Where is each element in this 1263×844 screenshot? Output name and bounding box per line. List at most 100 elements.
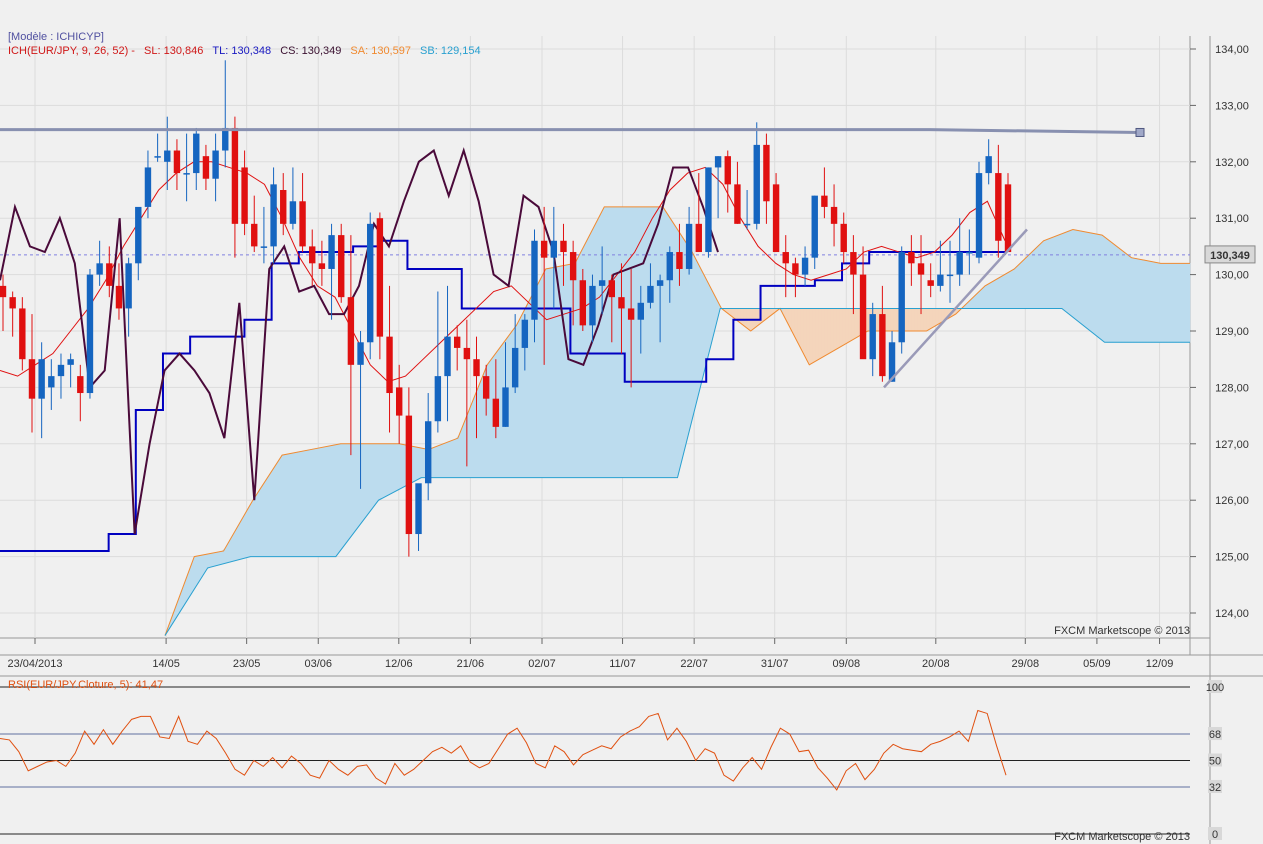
rsi-panel[interactable]: 100 68 50 32 0 <box>0 680 1224 841</box>
candle-bullish <box>434 376 442 422</box>
cloud-slice <box>326 445 331 557</box>
cloud-slice <box>875 308 880 332</box>
candle-bullish <box>183 173 190 175</box>
cloud-slice <box>1112 242 1117 343</box>
candle-bullish <box>656 280 664 286</box>
cloud-slice <box>413 446 418 482</box>
candle-bearish <box>840 223 847 253</box>
candle-bullish <box>705 167 712 253</box>
x-tick-label: 21/06 <box>457 658 485 670</box>
cloud-slice <box>1016 262 1021 309</box>
cloud-slice <box>446 440 451 478</box>
candle-bullish <box>637 302 644 320</box>
cloud-slice <box>1172 263 1177 343</box>
candle-bullish <box>531 240 538 320</box>
cloud-slice <box>680 233 685 464</box>
candle-bullish <box>260 246 268 248</box>
cloud-slice <box>452 438 457 478</box>
candle-bearish <box>19 308 26 360</box>
x-tick-label: 23/04/2013 <box>7 658 62 670</box>
cloud-slice <box>545 267 550 478</box>
cloud-slice <box>1136 258 1141 343</box>
cloud-slice <box>836 308 841 350</box>
candle-bullish <box>444 336 451 377</box>
price-axis[interactable]: 134,00 133,00 132,00 131,00 130,00 129,00 128,… <box>1190 44 1256 620</box>
rsi-tick-box <box>1208 727 1222 741</box>
candle-bullish <box>985 156 992 174</box>
cloud-slice <box>1007 270 1012 309</box>
cloud-slice <box>824 308 829 357</box>
candle-bullish <box>801 257 809 275</box>
candle-bearish <box>540 240 548 258</box>
candlesticks <box>0 60 1012 557</box>
watermark-rsi: FXCM Marketscope © 2013 <box>1054 831 1190 843</box>
cloud-slice <box>1103 235 1108 343</box>
cloud-slice <box>479 375 484 478</box>
cloud-slice <box>704 276 709 369</box>
x-tick-label: 12/06 <box>385 658 413 670</box>
cloud-slice <box>1052 235 1057 309</box>
candle-bearish <box>492 398 500 427</box>
cloud-slice <box>626 206 631 478</box>
cloud-slice <box>1073 229 1078 322</box>
candle-bullish <box>154 156 161 158</box>
cloud-slice <box>605 206 610 478</box>
rsi-tick-label: 68 <box>1209 729 1221 741</box>
cloud-slice <box>488 357 493 478</box>
cloud-slice <box>356 443 361 530</box>
cloud-slice <box>848 308 853 343</box>
cloud-slice <box>1184 263 1189 343</box>
candle-bearish <box>695 223 702 253</box>
cloud-slice <box>335 443 340 558</box>
candle-bullish <box>550 240 558 258</box>
candle-bullish <box>975 173 983 258</box>
cloud-slice <box>1115 245 1120 343</box>
cloud-slice <box>1013 265 1018 309</box>
cloud-slice <box>365 443 370 518</box>
cloud-slice <box>818 308 823 360</box>
candle-bearish <box>115 285 123 309</box>
candle-bearish <box>560 240 567 253</box>
cloud-slice <box>1151 261 1156 343</box>
candle-bullish <box>869 314 876 360</box>
candle-bearish <box>318 263 326 269</box>
cloud-slice <box>839 308 844 348</box>
cloud-slice <box>1031 248 1036 309</box>
sl-value: SL: 130,846 <box>144 45 204 57</box>
cloud-slice <box>662 206 667 478</box>
candle-bearish <box>917 263 925 275</box>
cloud-slice <box>632 206 637 478</box>
cloud-slice <box>1157 262 1162 343</box>
cloud-slice <box>1187 263 1191 343</box>
cloud-slice <box>833 308 838 352</box>
candle-bullish <box>328 235 335 269</box>
candle-bullish <box>898 252 905 343</box>
rsi-tick-box <box>1208 680 1222 693</box>
cloud-slice <box>269 468 274 557</box>
cloud-slice <box>362 443 367 522</box>
candle-bullish <box>666 252 673 281</box>
candle-bearish <box>0 285 7 298</box>
x-tick-label: 31/07 <box>761 658 789 670</box>
cloud-slice <box>827 308 832 355</box>
candle-bearish <box>202 156 210 179</box>
resistance-line <box>0 128 1141 134</box>
cloud-slice <box>980 286 985 309</box>
cloud-slice <box>317 447 322 557</box>
cloud-slice <box>1055 234 1060 309</box>
cloud-slice <box>389 443 394 495</box>
cloud-slice <box>890 308 895 332</box>
candle-bullish <box>424 421 432 484</box>
cloud-slice <box>341 443 346 550</box>
cloud-slice <box>989 280 994 309</box>
candle-bearish <box>618 297 625 309</box>
time-axis[interactable]: 23/04/2013 14/05 23/05 03/06 12/06 21/06 02/07… <box>7 638 1173 670</box>
cloud-slice <box>998 275 1003 309</box>
cloud-slice <box>1109 240 1114 343</box>
cloud-slice <box>809 308 814 365</box>
candle-bullish <box>937 274 944 286</box>
trend-lines[interactable] <box>0 127 1145 389</box>
candle-bearish <box>173 150 181 174</box>
cloud-slice <box>1097 233 1102 341</box>
